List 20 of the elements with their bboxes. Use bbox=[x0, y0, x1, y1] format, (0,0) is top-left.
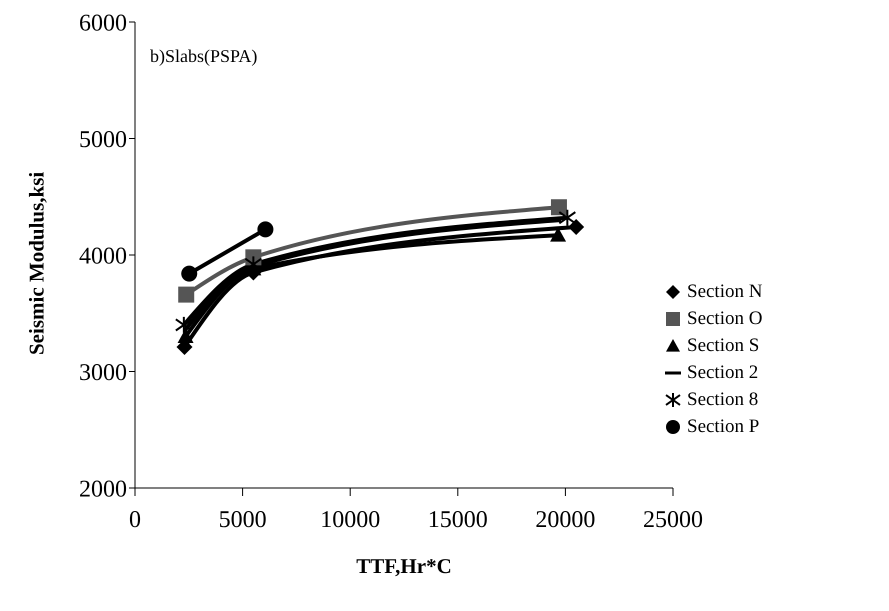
x-tick-label: 0 bbox=[129, 507, 141, 534]
y-tick-label: 4000 bbox=[79, 244, 127, 270]
legend-label: Section S bbox=[687, 334, 760, 356]
y-axis-title: Seismic Modulus,ksi bbox=[24, 172, 48, 355]
x-tick-label: 10000 bbox=[320, 507, 380, 534]
y-tick-label: 2000 bbox=[79, 476, 127, 503]
legend-label: Section P bbox=[687, 416, 760, 438]
legend-label: Section 8 bbox=[687, 388, 758, 410]
y-tick-label: 6000 bbox=[79, 10, 127, 37]
x-tick-label: 20000 bbox=[535, 507, 596, 534]
y-tick-label: 3000 bbox=[79, 360, 127, 386]
legend-label: Section 2 bbox=[687, 362, 758, 384]
annotation: b)Slabs(PSPA) bbox=[150, 46, 258, 67]
x-axis-title: TTF,Hr*C bbox=[356, 554, 452, 578]
legend-label: Section O bbox=[687, 308, 762, 330]
y-tick-label: 5000 bbox=[79, 127, 127, 154]
x-tick-label: 15000 bbox=[428, 507, 488, 534]
x-tick-label: 5000 bbox=[218, 507, 267, 534]
legend-label: Section N bbox=[687, 280, 762, 302]
x-tick-label: 25000 bbox=[643, 507, 703, 534]
